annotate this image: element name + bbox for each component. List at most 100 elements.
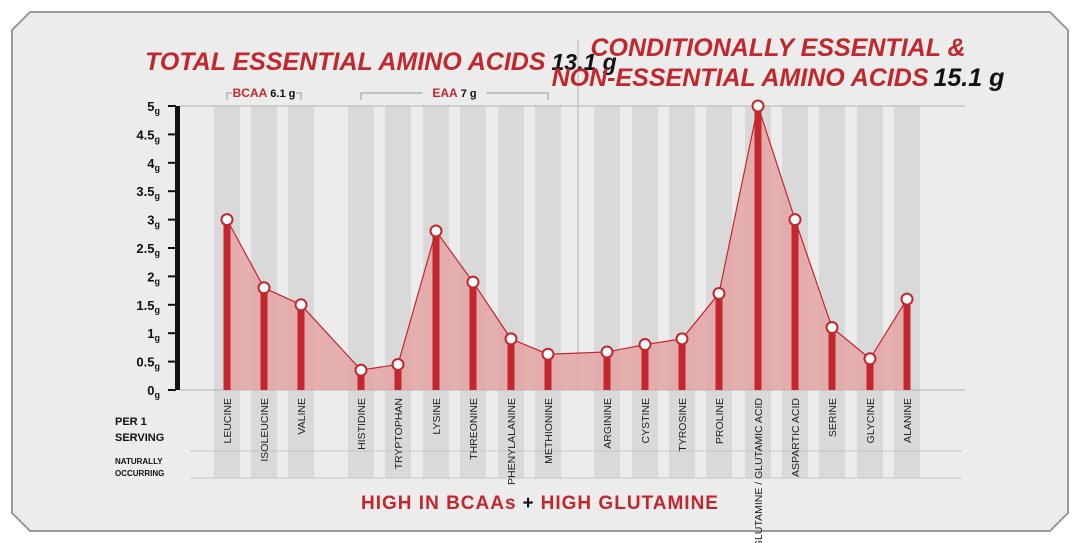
group-name: EAA bbox=[432, 86, 458, 100]
marker bbox=[675, 332, 689, 346]
bar bbox=[260, 287, 268, 390]
line bbox=[226, 103, 908, 371]
bar bbox=[903, 299, 911, 390]
marker bbox=[600, 345, 614, 359]
x-tick-label: SERINE bbox=[827, 398, 839, 437]
subtitle-amount: 15.1 g bbox=[934, 64, 1005, 92]
x-tick-label: LEUCINE bbox=[222, 398, 234, 444]
x-tick-label: ALANINE bbox=[902, 398, 914, 443]
marker bbox=[294, 298, 308, 312]
group-label: BCAA 6.1 g bbox=[233, 86, 296, 100]
x-tick-label: HISTIDINE bbox=[356, 398, 368, 450]
marker bbox=[900, 292, 914, 306]
marker bbox=[466, 275, 480, 289]
y-tick-label: 1g bbox=[147, 326, 160, 343]
area bbox=[227, 106, 907, 390]
bar bbox=[641, 344, 649, 390]
x-tick-label: TYROSINE bbox=[677, 398, 689, 452]
bar bbox=[828, 327, 836, 390]
x-tick-label: GLUTAMINE / GLUTAMIC ACID bbox=[753, 398, 765, 543]
subtitle-text: NON-ESSENTIAL AMINO ACIDS bbox=[552, 64, 929, 92]
title-text: TOTAL ESSENTIAL AMINO ACIDS bbox=[145, 48, 546, 76]
row-label: SERVING bbox=[115, 432, 164, 444]
bar bbox=[394, 364, 402, 390]
y-tick-unit: g bbox=[155, 248, 161, 258]
row-label: PER 1 bbox=[115, 416, 147, 428]
x-tick-label: LYSINE bbox=[431, 398, 443, 435]
bar bbox=[432, 230, 440, 390]
footer-plus: + bbox=[523, 493, 535, 514]
y-tick-unit: g bbox=[155, 191, 161, 201]
x-tick-label: CYSTINE bbox=[640, 398, 652, 444]
bar bbox=[678, 338, 686, 390]
group-name: BCAA bbox=[233, 86, 268, 100]
subtitle-line: CONDITIONALLY ESSENTIAL & bbox=[590, 34, 965, 62]
group-label: EAA 7 g bbox=[432, 86, 476, 100]
y-tick-unit: g bbox=[155, 220, 161, 230]
column-stripe bbox=[498, 106, 524, 478]
column-stripe bbox=[288, 106, 314, 478]
footer: HIGH IN BCAAs + HIGH GLUTAMINE bbox=[361, 493, 719, 514]
y-tick-label: 3.5g bbox=[136, 184, 160, 201]
y-tick-value: 3.5 bbox=[136, 184, 154, 199]
y-tick-label: 2g bbox=[147, 269, 160, 286]
footer-text: HIGH GLUTAMINE bbox=[541, 493, 719, 514]
column-stripe bbox=[819, 106, 845, 478]
y-axis bbox=[175, 106, 180, 390]
bar bbox=[223, 219, 231, 390]
marker bbox=[354, 363, 368, 377]
y-tick-label: 5g bbox=[147, 99, 160, 116]
group-bracket bbox=[360, 92, 549, 100]
column-stripe bbox=[594, 106, 620, 478]
x-tick-label: ASPARTIC ACID bbox=[790, 398, 802, 477]
marker bbox=[257, 281, 271, 295]
bar bbox=[715, 293, 723, 390]
chart-title: TOTAL ESSENTIAL AMINO ACIDS 13.1 g bbox=[145, 48, 617, 76]
x-tick-label: TRYPTOPHAN bbox=[393, 398, 405, 469]
y-tick-label: 0g bbox=[147, 383, 160, 400]
y-tick-label: 1.5g bbox=[136, 298, 160, 315]
marker bbox=[751, 99, 765, 113]
y-tick-value: 1 bbox=[147, 326, 154, 341]
bar bbox=[791, 219, 799, 390]
marker bbox=[541, 347, 555, 361]
x-tick-label: PHENYLALANINE bbox=[506, 398, 518, 485]
y-tick-label: 3g bbox=[147, 213, 160, 230]
bar bbox=[357, 370, 365, 390]
y-tick-value: 3 bbox=[147, 213, 154, 228]
y-tick-value: 1.5 bbox=[136, 298, 154, 313]
group-amount: 6.1 g bbox=[270, 88, 295, 100]
row-label: NATURALLY bbox=[115, 457, 163, 466]
x-tick-label: METHIONINE bbox=[543, 398, 555, 464]
x-tick-label: THREONINE bbox=[468, 398, 480, 460]
y-tick-value: 0.5 bbox=[136, 355, 154, 370]
y-tick-unit: g bbox=[155, 390, 161, 400]
column-stripe bbox=[632, 106, 658, 478]
y-tick-label: 4.5g bbox=[136, 127, 160, 144]
y-tick-unit: g bbox=[155, 134, 161, 144]
marker bbox=[504, 332, 518, 346]
bar bbox=[544, 354, 552, 390]
y-tick-value: 4 bbox=[147, 156, 155, 171]
y-tick-value: 4.5 bbox=[136, 127, 154, 142]
y-tick-unit: g bbox=[155, 333, 161, 343]
y-tick-unit: g bbox=[155, 276, 161, 286]
x-tick-label: ARGININE bbox=[602, 398, 614, 449]
x-tick-label: PROLINE bbox=[714, 398, 726, 444]
y-tick-label: 0.5g bbox=[136, 355, 160, 372]
y-tick-unit: g bbox=[155, 163, 161, 173]
marker bbox=[712, 286, 726, 300]
y-tick-value: 0 bbox=[147, 383, 154, 398]
y-tick-label: 2.5g bbox=[136, 241, 160, 258]
y-tick-value: 2.5 bbox=[136, 241, 154, 256]
marker bbox=[825, 321, 839, 335]
y-tick-unit: g bbox=[155, 362, 161, 372]
y-tick-unit: g bbox=[155, 305, 161, 315]
y-tick-unit: g bbox=[155, 106, 161, 116]
column-stripe bbox=[669, 106, 695, 478]
marker bbox=[863, 352, 877, 366]
marker bbox=[429, 224, 443, 238]
bar bbox=[469, 282, 477, 390]
y-tick-label: 4g bbox=[147, 156, 160, 173]
